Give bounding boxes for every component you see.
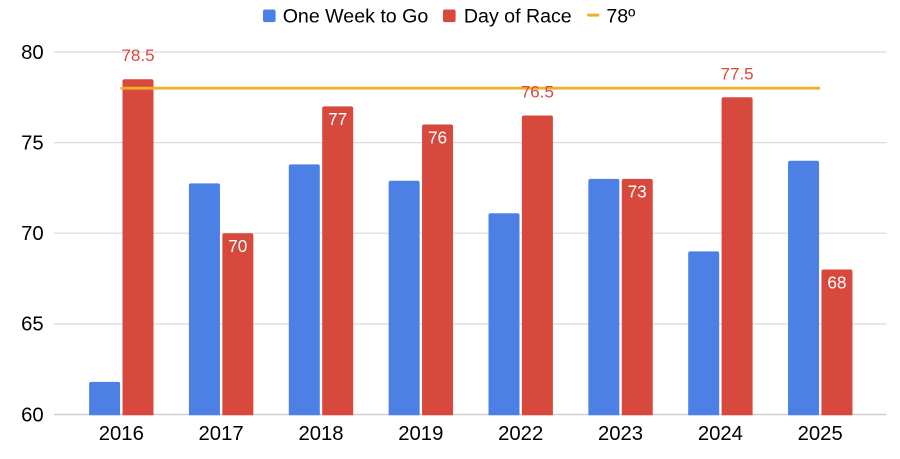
svg-text:Day of Race: Day of Race [464,6,572,28]
svg-text:75: 75 [21,132,44,154]
svg-text:2022: 2022 [498,423,543,445]
svg-text:70: 70 [21,223,44,245]
svg-text:68: 68 [827,272,846,292]
svg-text:78.5: 78.5 [121,46,154,65]
svg-text:70: 70 [228,236,247,256]
svg-text:80: 80 [21,42,44,64]
svg-text:One Week to Go: One Week to Go [283,6,429,28]
svg-text:2017: 2017 [199,423,244,445]
svg-text:76: 76 [428,127,447,147]
svg-text:2016: 2016 [99,423,144,445]
svg-text:76.5: 76.5 [521,82,554,101]
svg-text:73: 73 [628,182,647,202]
svg-text:65: 65 [21,314,44,336]
svg-text:78º: 78º [606,6,635,28]
svg-text:2019: 2019 [398,423,443,445]
svg-text:2024: 2024 [698,423,743,445]
svg-text:2025: 2025 [798,423,843,445]
svg-text:77: 77 [328,109,347,129]
svg-text:2018: 2018 [298,423,343,445]
svg-text:2023: 2023 [598,423,643,445]
svg-text:77.5: 77.5 [721,64,754,83]
svg-text:60: 60 [21,404,44,426]
